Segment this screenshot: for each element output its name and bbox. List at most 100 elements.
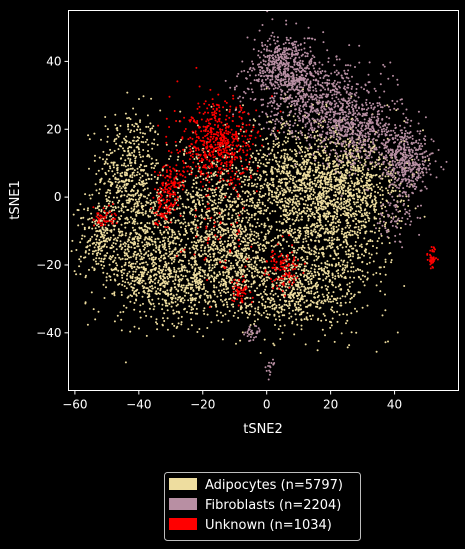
data-point — [304, 265, 307, 268]
data-point — [299, 227, 302, 230]
data-point — [187, 222, 190, 225]
data-point — [297, 229, 300, 232]
data-point — [224, 208, 227, 211]
data-point — [337, 257, 340, 260]
data-point — [140, 226, 143, 229]
data-point — [131, 295, 133, 298]
data-point — [375, 246, 378, 249]
data-point — [250, 285, 253, 288]
data-point — [153, 201, 155, 204]
data-point — [240, 201, 243, 204]
data-point — [250, 130, 253, 133]
data-point — [288, 170, 291, 173]
data-point — [165, 249, 168, 251]
data-point — [185, 243, 188, 246]
data-point — [300, 246, 303, 249]
data-point — [341, 272, 344, 275]
data-point — [214, 150, 217, 153]
data-point — [272, 145, 275, 148]
data-point — [221, 264, 224, 267]
data-point — [292, 177, 295, 180]
data-point — [143, 243, 146, 246]
data-point — [332, 127, 334, 130]
data-point — [250, 154, 253, 157]
data-point — [402, 199, 405, 202]
data-point — [265, 165, 268, 168]
data-point — [288, 209, 291, 212]
data-point — [276, 151, 279, 154]
data-point — [315, 211, 318, 214]
data-point — [226, 250, 229, 253]
data-point — [388, 242, 391, 244]
data-point — [368, 252, 371, 255]
data-point — [350, 214, 353, 217]
data-point — [273, 245, 275, 248]
data-point — [322, 167, 325, 170]
data-point — [149, 192, 152, 195]
data-point — [124, 245, 127, 248]
data-point — [109, 279, 112, 281]
data-point — [231, 164, 234, 167]
data-point — [213, 174, 215, 177]
data-point — [315, 222, 318, 225]
data-point — [262, 170, 265, 173]
data-point — [322, 120, 325, 123]
data-point — [350, 270, 353, 273]
data-point — [107, 169, 110, 172]
data-point — [152, 308, 155, 311]
data-point — [243, 238, 246, 241]
data-point — [255, 232, 258, 234]
data-point — [213, 211, 216, 214]
data-point — [164, 222, 167, 224]
data-point — [308, 182, 311, 185]
data-point — [253, 242, 256, 245]
data-point — [384, 223, 387, 226]
data-point — [295, 239, 298, 241]
data-point — [267, 219, 270, 221]
data-point — [268, 230, 271, 233]
data-point — [231, 236, 234, 239]
data-point — [323, 179, 326, 182]
data-point — [294, 183, 297, 186]
data-point — [140, 140, 143, 143]
data-point — [316, 176, 319, 179]
data-point — [224, 313, 227, 316]
data-point — [373, 231, 376, 234]
data-point — [94, 183, 97, 186]
data-point — [126, 209, 129, 212]
data-point — [109, 167, 112, 170]
data-point — [364, 231, 367, 233]
data-point — [347, 253, 350, 256]
data-point — [114, 113, 117, 116]
data-point — [113, 259, 116, 262]
data-point — [285, 208, 288, 211]
data-point — [130, 161, 133, 164]
data-point — [298, 230, 301, 233]
data-point — [157, 292, 160, 295]
data-point — [262, 212, 265, 215]
data-point — [335, 226, 338, 228]
data-point — [165, 302, 168, 305]
data-point — [325, 154, 328, 157]
data-point — [132, 270, 135, 273]
data-point — [278, 178, 281, 181]
data-point — [219, 252, 222, 255]
data-point — [267, 193, 270, 196]
data-point — [255, 235, 258, 238]
data-point — [304, 237, 307, 240]
data-point — [364, 221, 367, 224]
data-point — [138, 98, 140, 100]
data-point — [209, 255, 212, 258]
data-point — [178, 267, 180, 270]
data-point — [181, 249, 184, 252]
data-point — [139, 128, 142, 131]
data-point — [239, 128, 242, 131]
data-point — [168, 228, 171, 231]
data-point — [197, 170, 200, 173]
data-point — [139, 279, 142, 282]
data-point — [384, 273, 387, 276]
data-point — [183, 299, 186, 302]
data-point — [216, 257, 219, 260]
data-point — [126, 296, 129, 299]
data-point — [159, 231, 162, 234]
